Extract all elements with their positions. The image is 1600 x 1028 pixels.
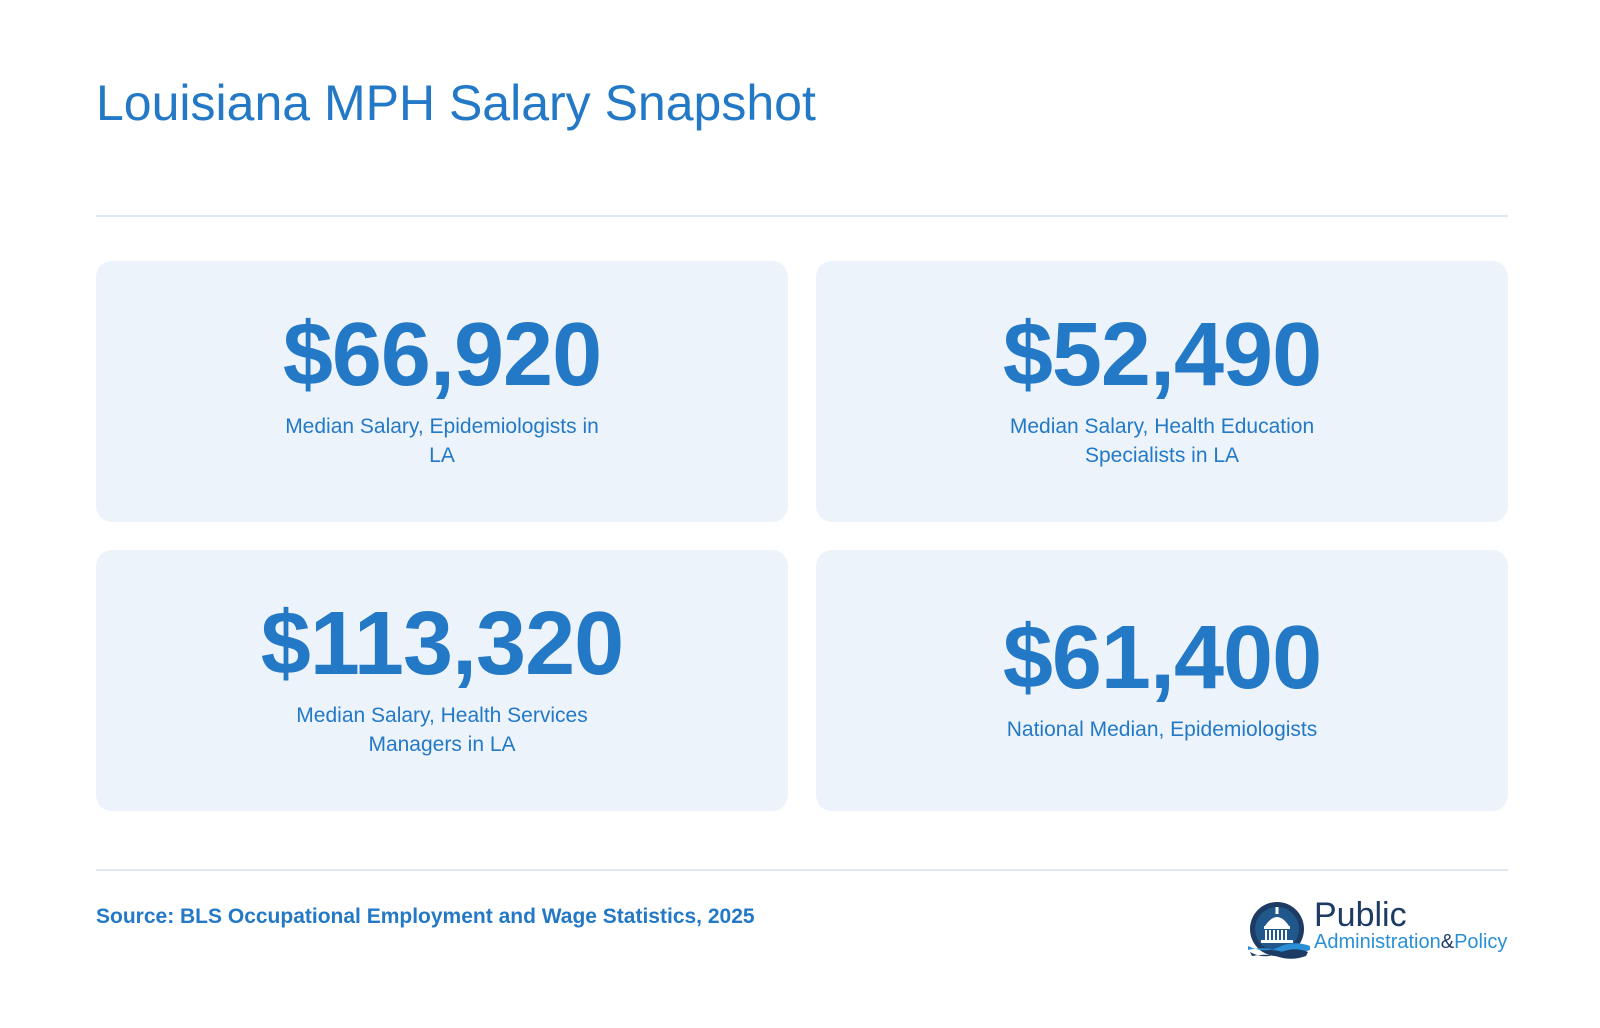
stat-value: $113,320 <box>260 593 624 694</box>
page-title: Louisiana MPH Salary Snapshot <box>96 75 816 131</box>
logo-text-ampersand: & <box>1440 931 1455 953</box>
logo-text-admin-policy: Administration&Policy <box>1314 932 1507 952</box>
stat-card-national-epidemiologists: $61,400 National Median, Epidemiologists <box>816 550 1508 811</box>
stat-label: Median Salary, Epidemiologists in LA <box>285 414 599 467</box>
logo-text-administration: Administration <box>1314 931 1441 953</box>
stat-card-health-services-managers-la: $113,320 Median Salary, Health Services … <box>96 550 788 811</box>
stat-label: Median Salary, Health Services Managers … <box>296 703 588 756</box>
stat-value: $66,920 <box>282 304 602 405</box>
stat-value: $52,490 <box>1002 304 1322 405</box>
top-divider <box>96 215 1508 217</box>
bottom-divider <box>96 869 1508 871</box>
stat-label: Median Salary, Health Education Speciali… <box>1009 414 1315 467</box>
stat-card-epidemiologists-la: $66,920 Median Salary, Epidemiologists i… <box>96 261 788 522</box>
capitol-dome-icon <box>1248 902 1310 959</box>
stat-label: National Median, Epidemiologists <box>1006 718 1318 741</box>
source-note: Source: BLS Occupational Employment and … <box>96 905 755 928</box>
logo-text-policy: Policy <box>1454 931 1508 953</box>
stat-value: $61,400 <box>1002 608 1322 708</box>
stat-card-health-education-la: $52,490 Median Salary, Health Education … <box>816 261 1508 522</box>
logo: Public Administration&Policy <box>1246 896 1508 962</box>
logo-text-public: Public <box>1314 896 1407 934</box>
